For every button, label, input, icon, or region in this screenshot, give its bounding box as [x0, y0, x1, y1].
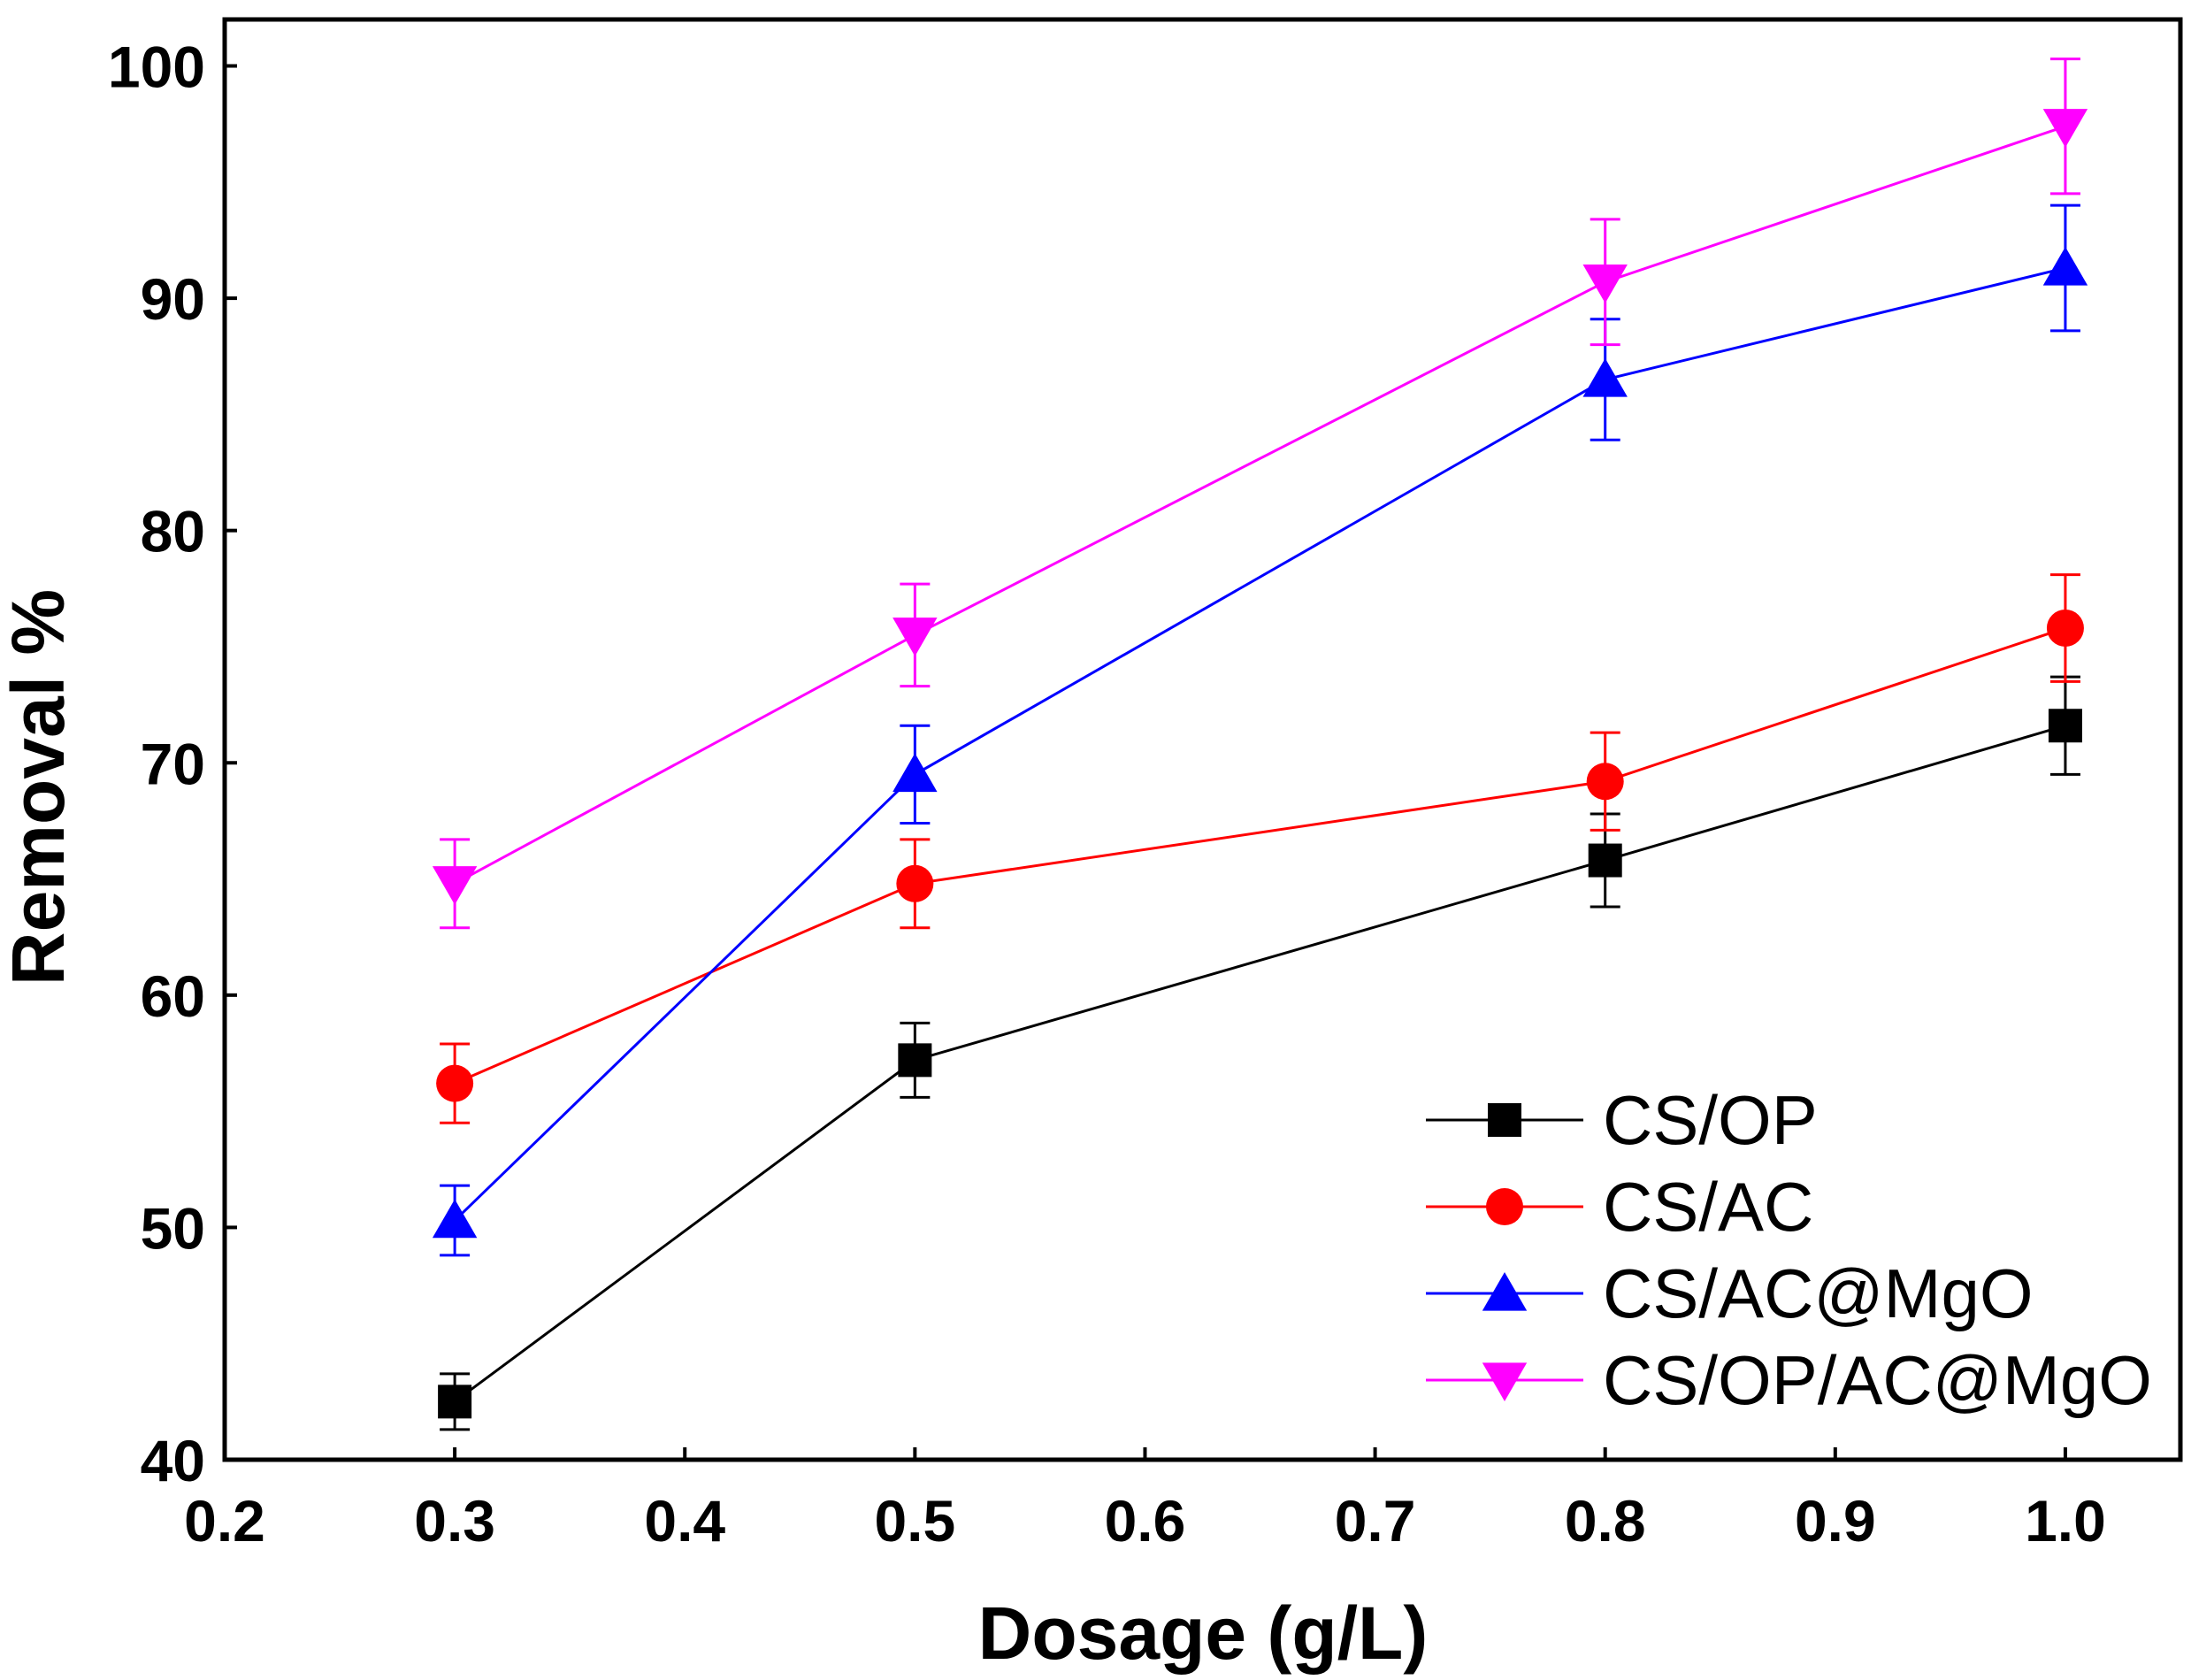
data-point [432, 866, 478, 905]
x-axis: 0.2 0.3 0.4 0.5 0.6 0.7 0.8 0.9 1.0 [184, 1447, 2106, 1553]
data-point [436, 1064, 474, 1102]
legend: CS/OP CS/AC CS/AC@MgO CS/OP/AC@MgO [1426, 1081, 2152, 1419]
x-tick-label: 0.2 [184, 1488, 265, 1553]
data-point [2042, 246, 2088, 286]
data-point [1582, 358, 1628, 397]
y-tick-label: 80 [141, 499, 205, 564]
x-tick-label: 0.6 [1105, 1488, 1186, 1553]
plot-frame [222, 17, 2183, 1462]
legend-item: CS/AC [1426, 1168, 1813, 1246]
series-cs-op-ac-mgo [432, 58, 2088, 930]
x-tick-label: 0.5 [874, 1488, 955, 1553]
series-line [454, 724, 2066, 1403]
data-point [1582, 265, 1628, 303]
x-tick-label: 0.9 [1795, 1488, 1876, 1553]
data-point [896, 864, 934, 902]
x-axis-title: Dosage (g/L) [978, 1592, 1429, 1675]
y-tick-label: 40 [141, 1428, 205, 1493]
x-tick-label: 0.8 [1565, 1488, 1646, 1553]
data-point [1588, 843, 1622, 878]
data-point [432, 1199, 478, 1239]
legend-item: CS/AC@MgO [1426, 1254, 2034, 1332]
legend-label: CS/OP/AC@MgO [1603, 1341, 2152, 1419]
data-point [2048, 709, 2082, 743]
data-point [892, 618, 938, 656]
data-point [2042, 109, 2088, 148]
data-point [892, 753, 938, 793]
series-cs-ac [436, 573, 2084, 1124]
series-cs-ac-mgo [432, 203, 2088, 1257]
x-tick-label: 0.3 [414, 1488, 495, 1553]
legend-item: CS/OP/AC@MgO [1426, 1341, 2152, 1419]
y-tick-label: 60 [141, 963, 205, 1029]
y-tick-label: 50 [141, 1195, 205, 1261]
series-cs-op [438, 675, 2082, 1431]
y-tick-label: 70 [141, 731, 205, 796]
y-axis-title: Removal % [0, 589, 80, 986]
legend-label: CS/AC [1603, 1168, 1813, 1246]
data-point [2046, 609, 2084, 647]
data-point [898, 1043, 932, 1078]
series-layer [432, 58, 2088, 1431]
legend-item: CS/OP [1426, 1081, 1818, 1159]
legend-marker [1482, 1272, 1528, 1311]
data-point [1586, 763, 1624, 801]
x-tick-label: 1.0 [2025, 1488, 2106, 1553]
legend-marker [1488, 1103, 1521, 1137]
x-tick-label: 0.4 [644, 1488, 725, 1553]
y-axis: 40 50 60 70 80 90 100 [108, 35, 237, 1493]
data-point [438, 1385, 472, 1419]
x-tick-label: 0.7 [1335, 1488, 1416, 1553]
series-line [454, 626, 2066, 1085]
legend-marker [1486, 1188, 1523, 1225]
series-line [454, 266, 2066, 1222]
legend-label: CS/AC@MgO [1603, 1254, 2034, 1332]
legend-label: CS/OP [1603, 1081, 1818, 1159]
y-tick-label: 100 [108, 35, 205, 100]
series-line [454, 125, 2066, 886]
y-tick-label: 90 [141, 266, 205, 332]
legend-marker [1482, 1362, 1528, 1401]
